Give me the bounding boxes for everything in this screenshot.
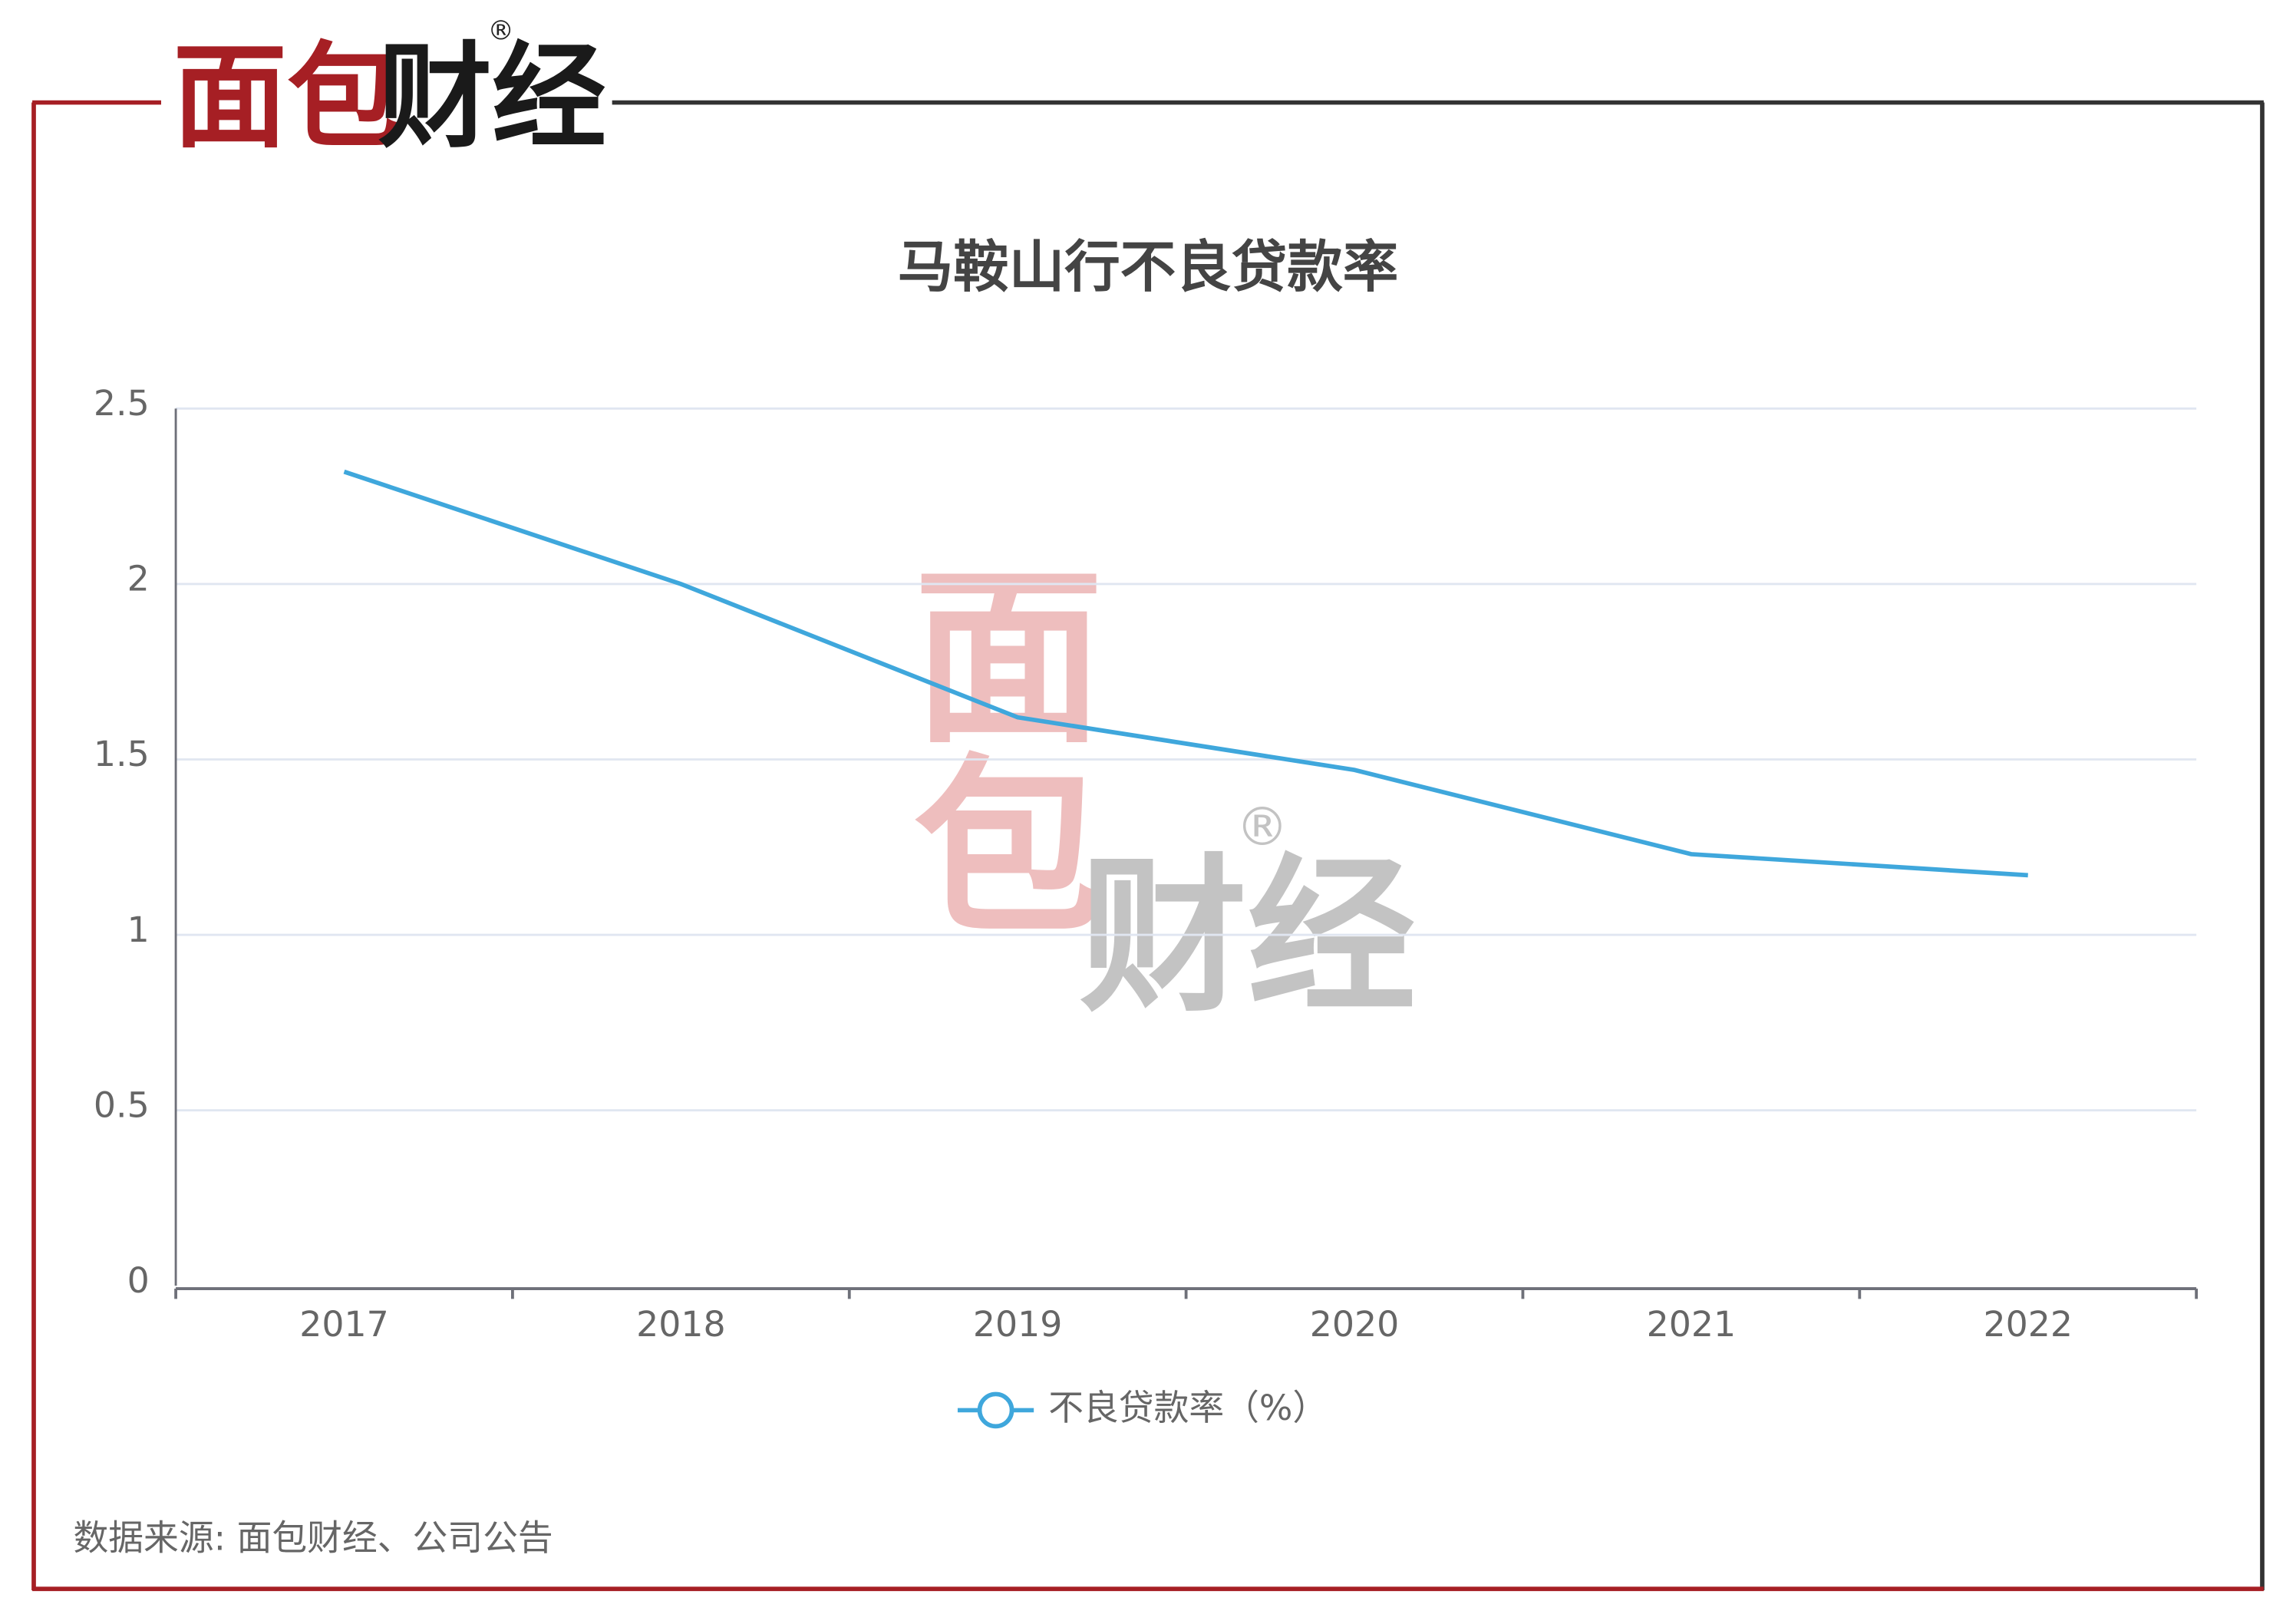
line-series <box>343 469 2028 878</box>
x-tick-label: 2021 <box>1647 1303 1737 1345</box>
x-tick-label: 2019 <box>973 1303 1063 1345</box>
watermark-registered: ® <box>1235 797 1288 858</box>
source-note: 数据来源: 面包财经、公司公告 <box>74 1517 553 1559</box>
y-tick-label: 0 <box>127 1259 150 1301</box>
x-tick-label: 2020 <box>1310 1303 1400 1345</box>
x-tick-label: 2022 <box>1983 1303 2073 1345</box>
x-tick-label: 2017 <box>299 1303 389 1345</box>
watermark: 面包 财经 ® <box>881 556 1416 1035</box>
y-tick-label: 1 <box>127 909 150 950</box>
y-tick-label: 0.5 <box>94 1084 150 1125</box>
logo-registered: ® <box>487 15 513 46</box>
logo-black: 财经 <box>378 31 606 164</box>
y-tick-label: 2 <box>127 558 150 599</box>
legend-marker <box>977 1391 1014 1429</box>
y-tick-label: 1.5 <box>94 733 150 774</box>
x-tick-label: 2018 <box>636 1303 726 1345</box>
watermark-gray: 财经 <box>1079 838 1416 1035</box>
y-tick-label: 2.5 <box>94 382 150 424</box>
chart-title: 马鞍山行不良贷款率 <box>898 236 1399 300</box>
watermark-red: 面包 <box>881 556 1102 937</box>
logo-red: 面包 <box>173 31 401 164</box>
legend-label: 不良贷款率（%） <box>1048 1387 1328 1428</box>
